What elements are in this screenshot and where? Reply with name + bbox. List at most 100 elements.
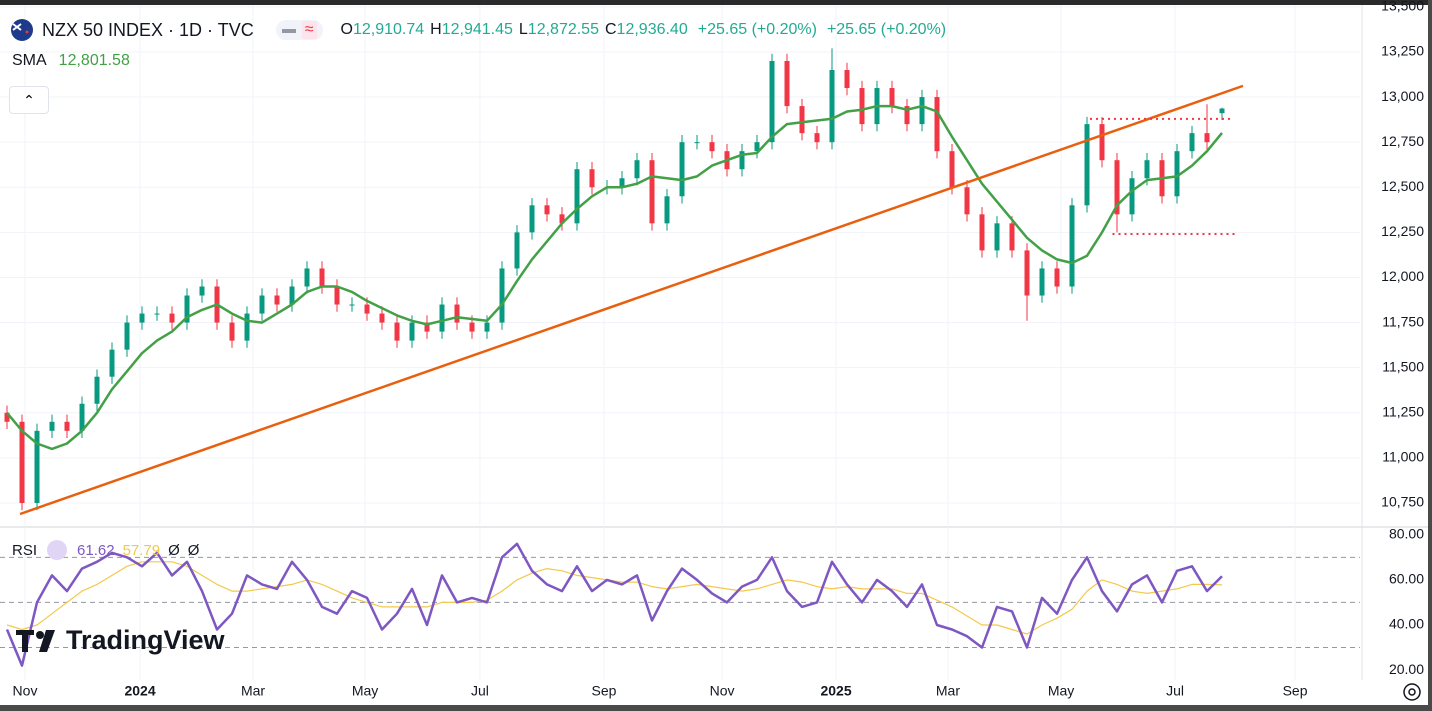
ohlc-value: 12,936.40 [616,21,688,38]
candle-body [919,97,925,125]
candle-body [859,88,865,125]
collapse-button[interactable]: ⌃ [9,86,49,114]
candle-body [1024,250,1030,296]
candle-body [964,187,970,215]
ohlc-key: C [604,21,617,38]
x-tick-label: 2024 [124,683,155,699]
candle-body [124,322,130,350]
x-tick-label: Jul [1166,683,1184,699]
candle-body [1204,133,1210,143]
sma-legend: SMA 12,801.58 [12,52,130,70]
candle-body [394,322,400,341]
candle-body [769,60,775,143]
ohlc-item: L12,872.55 [519,21,599,39]
x-tick-label: May [1048,683,1074,699]
candle-body [1099,124,1105,161]
toggle-buttons[interactable]: ≈ [275,20,323,40]
minus [281,29,296,33]
candle-body [319,268,325,287]
rsi-value: 61.62 [77,541,115,559]
ohlc-value: 12,872.55 [527,21,599,38]
candle-body [889,88,895,107]
ohlc-item: C12,936.40 [605,21,688,39]
x-tick-label: 2025 [820,683,851,699]
candle-body [1009,223,1015,251]
candle-body [679,142,685,197]
x-tick-label: May [352,683,378,699]
y-tick-label: 12,500 [1381,178,1424,194]
candle-body [79,403,85,431]
ohlc-key: O [340,21,353,38]
settings-icon[interactable] [1403,683,1421,701]
candle-body [799,106,805,134]
candle-body [259,295,265,314]
ohlc-value: 12,941.45 [441,21,513,38]
candle-body [694,142,700,144]
candle-body [484,322,490,332]
candle-body [1189,133,1195,152]
bottom-border [0,705,1432,711]
series-line [6,104,1223,451]
tv-logo: TradingView [16,625,226,655]
candle-body [514,232,520,269]
wave-icon: ≈ [301,21,317,39]
flag [11,19,33,41]
candle-body [619,178,625,188]
candle-body [94,376,100,404]
candle-body [1174,151,1180,197]
candle-body [634,160,640,179]
candle-body [19,421,25,503]
rsi-extra: Ø [168,541,180,559]
change: +25.65 (+0.20%) [826,21,947,38]
candle-body [1129,178,1135,215]
flag-icon [11,19,33,41]
candle-body [154,313,160,315]
candle-body [4,412,10,422]
flag-star [25,30,29,34]
candle-body [814,133,820,143]
candle-body [709,142,715,152]
flag-cross [12,23,22,31]
candle-body [1069,205,1075,287]
rsi-tick-label: 60.00 [1389,571,1424,587]
rsi-tick-label: 40.00 [1389,616,1424,632]
sma-value: 12,801.58 [58,52,130,69]
candle-body [844,70,850,89]
candle-body [109,349,115,377]
ohlc-key: H [430,21,442,38]
candle-body [559,214,565,224]
y-tick-label: 11,750 [1382,313,1424,329]
symbol-title: NZX 50 INDEX · 1D · TVC [42,19,254,40]
candle-body [529,205,535,233]
top-border [0,0,1432,5]
candle-body [439,304,445,332]
legend-header: NZX 50 INDEX · 1D · TVC ≈ O12,910.74 H12,… [10,17,946,43]
rsi-extra: Ø [187,541,200,559]
y-tick-label: 13,000 [1381,88,1424,104]
candle-body [454,304,460,323]
candle-body [829,70,835,143]
y-tick-label: 13,500 [1381,0,1424,14]
candle-body [379,313,385,323]
sma-name: SMA [12,52,47,69]
candle-body [934,97,940,152]
rsi-tick-label: 20.00 [1389,661,1424,677]
candle-body [739,151,745,170]
watermark: TradingView [66,625,226,655]
rsi-tick-label: 80.00 [1389,525,1424,541]
x-tick-label: Mar [241,683,265,699]
candle-body [664,196,670,224]
candle-body [199,286,205,296]
y-tick-label: 12,750 [1381,133,1424,149]
x-tick-label: Mar [936,683,960,699]
x-tick-label: Jul [471,683,489,699]
y-tick-label: 11,000 [1382,449,1424,465]
candle-body [169,313,175,323]
rsi-icon[interactable] [47,540,68,560]
candle-body [349,304,355,306]
candle-body [904,106,910,125]
grid [0,5,1360,680]
candle-body [289,286,295,305]
